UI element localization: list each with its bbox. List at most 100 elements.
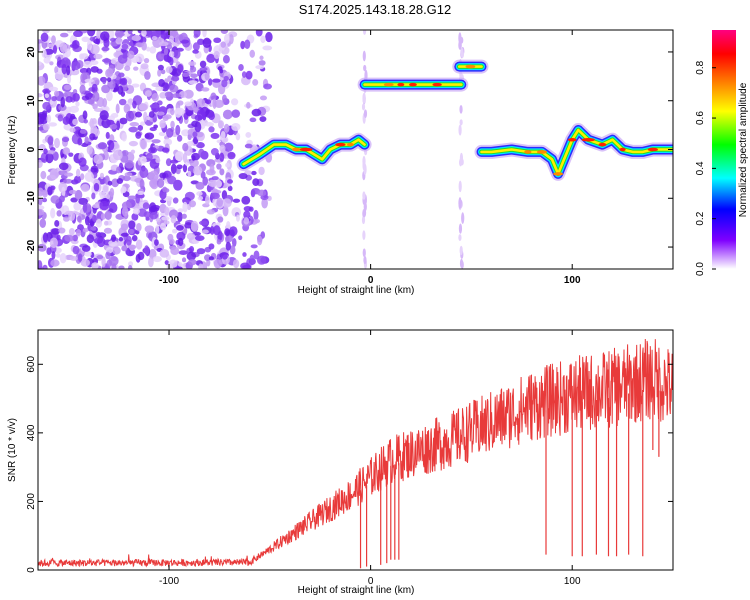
noise-blob — [230, 98, 239, 106]
noise-blob — [181, 213, 187, 219]
noise-blob — [38, 208, 45, 216]
noise-blob — [106, 119, 115, 125]
noise-blob — [193, 30, 201, 38]
noise-blob — [140, 121, 146, 126]
noise-blob — [80, 184, 90, 192]
noise-blob — [207, 78, 213, 86]
noise-blob — [97, 142, 108, 150]
noise-blob — [242, 252, 247, 257]
noise-blob — [80, 173, 85, 180]
noise-blob — [160, 69, 166, 75]
ridge-peak — [409, 82, 417, 87]
noise-blob — [198, 263, 204, 269]
noise-blob — [188, 200, 197, 208]
noise-blob — [121, 245, 128, 252]
streak-blob — [458, 223, 463, 234]
noise-blob — [139, 167, 149, 179]
noise-blob — [127, 195, 138, 200]
noise-blob — [184, 222, 193, 229]
noise-blob — [135, 253, 141, 263]
noise-blob — [204, 122, 215, 127]
noise-blob — [102, 183, 110, 194]
noise-blob — [41, 49, 47, 58]
noise-blob — [131, 213, 139, 221]
noise-blob — [182, 163, 188, 173]
noise-blob — [225, 235, 233, 243]
noise-blob — [63, 91, 73, 98]
streak-blob — [458, 197, 462, 210]
noise-blob — [196, 191, 203, 196]
noise-blob — [66, 30, 73, 34]
noise-blob — [151, 36, 158, 41]
noise-blob — [136, 190, 145, 196]
noise-blob — [196, 248, 206, 255]
noise-blob — [135, 131, 142, 139]
noise-blob — [69, 255, 78, 261]
noise-blob — [54, 220, 60, 227]
noise-blob — [68, 210, 76, 222]
noise-blob — [144, 71, 151, 80]
noise-blob — [220, 41, 227, 48]
noise-blob — [262, 45, 273, 51]
noise-blob — [121, 78, 126, 85]
noise-blob — [243, 205, 252, 212]
noise-blob — [238, 235, 243, 241]
noise-blob — [146, 152, 153, 162]
noise-blob — [241, 195, 251, 205]
noise-blob — [105, 193, 111, 200]
noise-blob — [155, 85, 164, 92]
ridge-peak — [397, 82, 405, 87]
noise-blob — [189, 66, 197, 73]
noise-blob — [69, 105, 80, 113]
noise-blob — [38, 41, 41, 52]
noise-blob — [213, 225, 221, 236]
noise-blob — [186, 251, 197, 261]
noise-blob — [169, 84, 179, 93]
noise-blob — [137, 124, 144, 131]
noise-blob — [54, 66, 59, 74]
noise-blob — [42, 197, 48, 203]
noise-blob — [127, 265, 133, 269]
noise-blob — [196, 109, 206, 120]
noise-blob — [249, 254, 255, 266]
noise-blob — [131, 83, 140, 88]
noise-blob — [153, 124, 158, 129]
noise-blob — [58, 195, 65, 203]
noise-blob — [59, 253, 67, 264]
noise-blob — [141, 41, 147, 51]
noise-blob — [213, 37, 222, 44]
noise-blob — [38, 159, 43, 169]
noise-blob — [177, 262, 183, 267]
noise-blob — [73, 30, 83, 38]
noise-blob — [120, 232, 129, 237]
noise-blob — [121, 206, 129, 217]
noise-blob — [60, 96, 66, 108]
noise-blob — [168, 238, 175, 245]
noise-blob — [42, 88, 51, 94]
noise-blob — [38, 260, 43, 269]
spectrogram-y-label: Frequency (Hz) — [7, 116, 18, 185]
streak-blob — [363, 255, 367, 265]
noise-blob — [86, 145, 93, 155]
streak-blob — [362, 191, 366, 200]
noise-blob — [241, 71, 247, 78]
ridge-peak — [465, 64, 476, 69]
streak-blob — [458, 234, 462, 242]
noise-blob — [51, 35, 56, 45]
noise-blob — [251, 170, 257, 176]
noise-blob — [68, 189, 77, 195]
noise-blob — [176, 134, 183, 142]
noise-blob — [170, 215, 177, 224]
noise-blob — [231, 109, 241, 118]
noise-blob — [258, 60, 266, 66]
noise-blob — [68, 152, 74, 157]
noise-blob — [168, 209, 179, 219]
noise-blob — [72, 118, 79, 126]
noise-blob — [132, 208, 140, 215]
streak-blob — [362, 230, 366, 241]
noise-blob — [73, 202, 82, 211]
noise-blob — [189, 158, 199, 168]
colorbar-tick-label-1: 0.2 — [695, 211, 706, 225]
noise-blob — [182, 152, 188, 164]
